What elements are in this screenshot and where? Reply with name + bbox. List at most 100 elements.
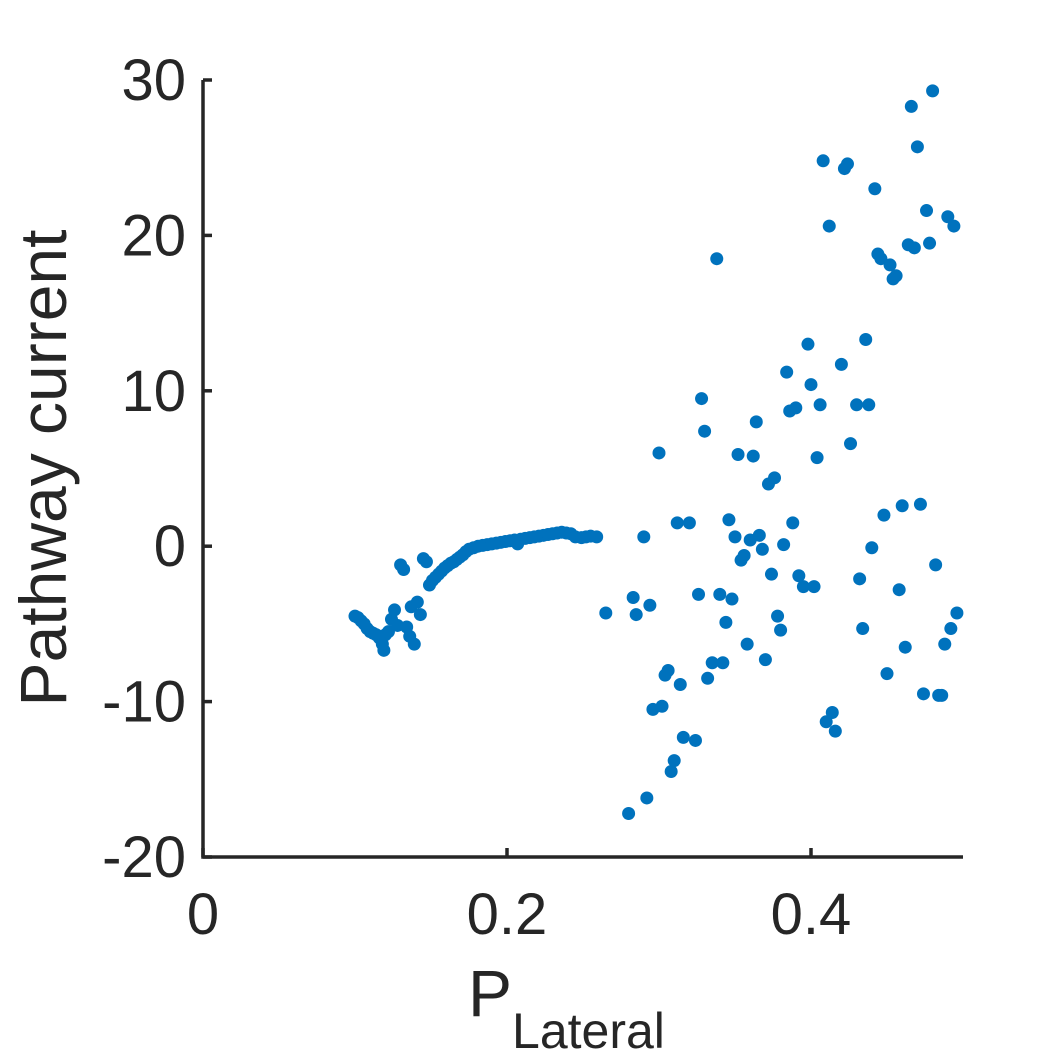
data-point — [413, 608, 427, 622]
data-point — [910, 140, 924, 154]
data-point — [661, 664, 675, 678]
data-point — [792, 569, 806, 583]
data-point — [813, 398, 827, 412]
data-point — [764, 567, 778, 581]
data-point — [889, 269, 903, 283]
data-point — [868, 182, 882, 196]
data-point — [599, 606, 613, 620]
data-point — [938, 637, 952, 651]
data-point — [789, 401, 803, 415]
y-tick-label: 10 — [121, 359, 186, 424]
data-point — [407, 637, 421, 651]
data-point — [898, 640, 912, 654]
data-point — [590, 530, 604, 544]
x-axis-label-main: P — [468, 956, 512, 1030]
data-point — [676, 730, 690, 744]
data-point — [652, 446, 666, 460]
data-point — [907, 241, 921, 255]
data-point — [944, 622, 958, 636]
y-tick-label: -20 — [102, 825, 186, 890]
data-point — [722, 513, 736, 527]
data-point — [719, 615, 733, 629]
data-point — [834, 357, 848, 371]
data-point — [947, 219, 961, 233]
data-point — [667, 754, 681, 768]
y-tick-label: 0 — [154, 514, 186, 579]
x-axis-ticks: 0 0.2 0.4 — [187, 848, 851, 947]
data-point — [728, 530, 742, 544]
data-point — [804, 378, 818, 392]
data-point — [752, 528, 766, 542]
data-point — [768, 471, 782, 485]
data-point — [737, 549, 751, 563]
data-point — [840, 157, 854, 171]
y-axis-ticks: -20 -10 0 10 20 30 — [102, 48, 212, 890]
data-point — [883, 258, 897, 272]
data-point — [825, 705, 839, 719]
data-point — [755, 542, 769, 556]
data-point — [397, 563, 411, 577]
data-point — [941, 210, 955, 224]
data-point — [774, 623, 788, 637]
data-point — [853, 572, 867, 586]
data-point — [740, 637, 754, 651]
data-point — [701, 671, 715, 685]
data-point — [692, 587, 706, 601]
data-point — [670, 516, 684, 530]
y-tick-label: 20 — [121, 203, 186, 268]
data-point — [816, 154, 830, 168]
data-point — [874, 252, 888, 266]
data-point — [419, 555, 433, 569]
data-point — [950, 606, 964, 620]
data-point — [796, 580, 810, 594]
y-tick-label: 30 — [121, 48, 186, 113]
data-point — [935, 688, 949, 702]
data-point — [758, 653, 772, 667]
data-point — [923, 236, 937, 250]
data-point — [705, 656, 719, 670]
data-point — [844, 437, 858, 451]
data-point — [929, 558, 943, 572]
data-point — [771, 609, 785, 623]
x-tick-label: 0.4 — [771, 882, 852, 947]
data-point — [822, 219, 836, 233]
data-point — [682, 516, 696, 530]
data-point — [688, 733, 702, 747]
data-point — [731, 448, 745, 462]
data-point — [749, 415, 763, 429]
data-point — [664, 765, 678, 779]
data-point — [786, 516, 800, 530]
data-point — [746, 449, 760, 463]
data-point — [377, 643, 391, 657]
x-axis-label-subscript: Lateral — [512, 1003, 665, 1059]
data-point — [895, 499, 909, 513]
data-point — [819, 715, 833, 729]
y-tick-label: -10 — [102, 670, 186, 735]
data-point — [856, 622, 870, 636]
data-point — [865, 541, 879, 555]
data-point — [655, 699, 669, 713]
data-point — [859, 333, 873, 347]
data-point — [381, 625, 395, 639]
data-point — [913, 497, 927, 511]
y-axis-label: Pathway current — [6, 230, 80, 707]
data-point — [850, 398, 864, 412]
data-point — [862, 398, 876, 412]
data-points — [348, 84, 964, 820]
data-point — [926, 84, 940, 98]
data-point — [716, 656, 730, 670]
data-point — [640, 791, 654, 805]
data-point — [916, 687, 930, 701]
data-point — [828, 724, 842, 738]
data-point — [695, 392, 709, 406]
x-tick-label: 0.2 — [467, 882, 548, 947]
data-point — [904, 99, 918, 113]
data-point — [388, 603, 402, 617]
data-point — [780, 365, 794, 379]
data-point — [880, 667, 894, 681]
data-point — [892, 583, 906, 597]
data-point — [801, 337, 815, 351]
data-point — [807, 580, 821, 594]
x-tick-label: 0 — [187, 882, 219, 947]
